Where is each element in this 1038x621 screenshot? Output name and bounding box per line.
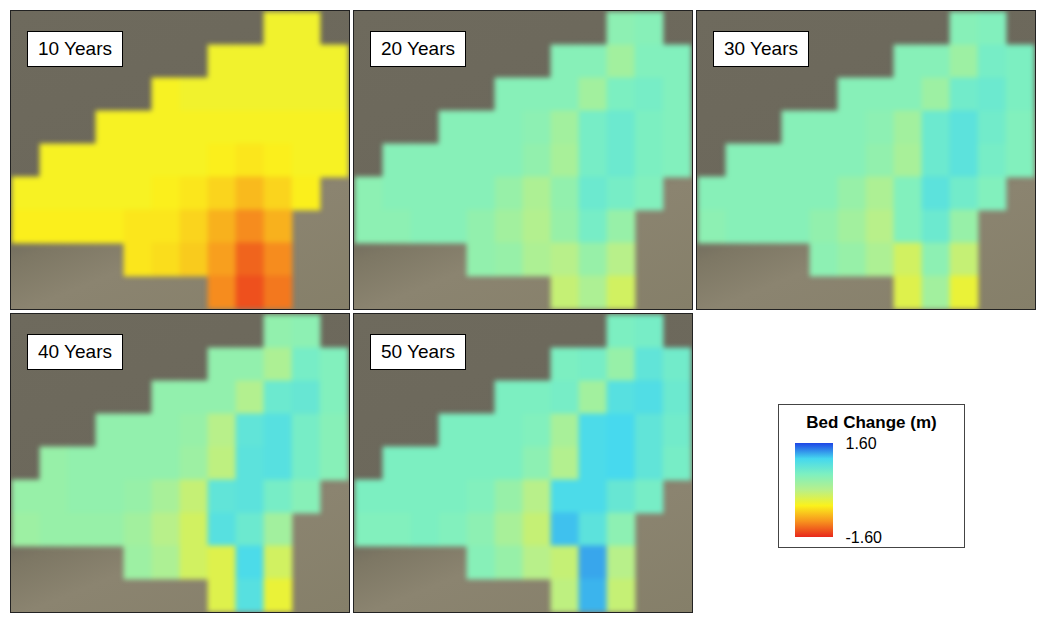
html-text:40 Years: 40 Years [38,341,112,362]
html-text:50 Years: 50 Years [381,341,455,362]
svg-text:-1.60: -1.60 [846,529,883,546]
html-text:20 Years: 20 Years [381,38,455,59]
html-text:Bed Change (m): Bed Change (m) [806,413,937,432]
html-text:10 Years: 10 Years [38,38,112,59]
svg-text:1.60: 1.60 [846,435,877,452]
html-text:30 Years: 30 Years [724,38,798,59]
